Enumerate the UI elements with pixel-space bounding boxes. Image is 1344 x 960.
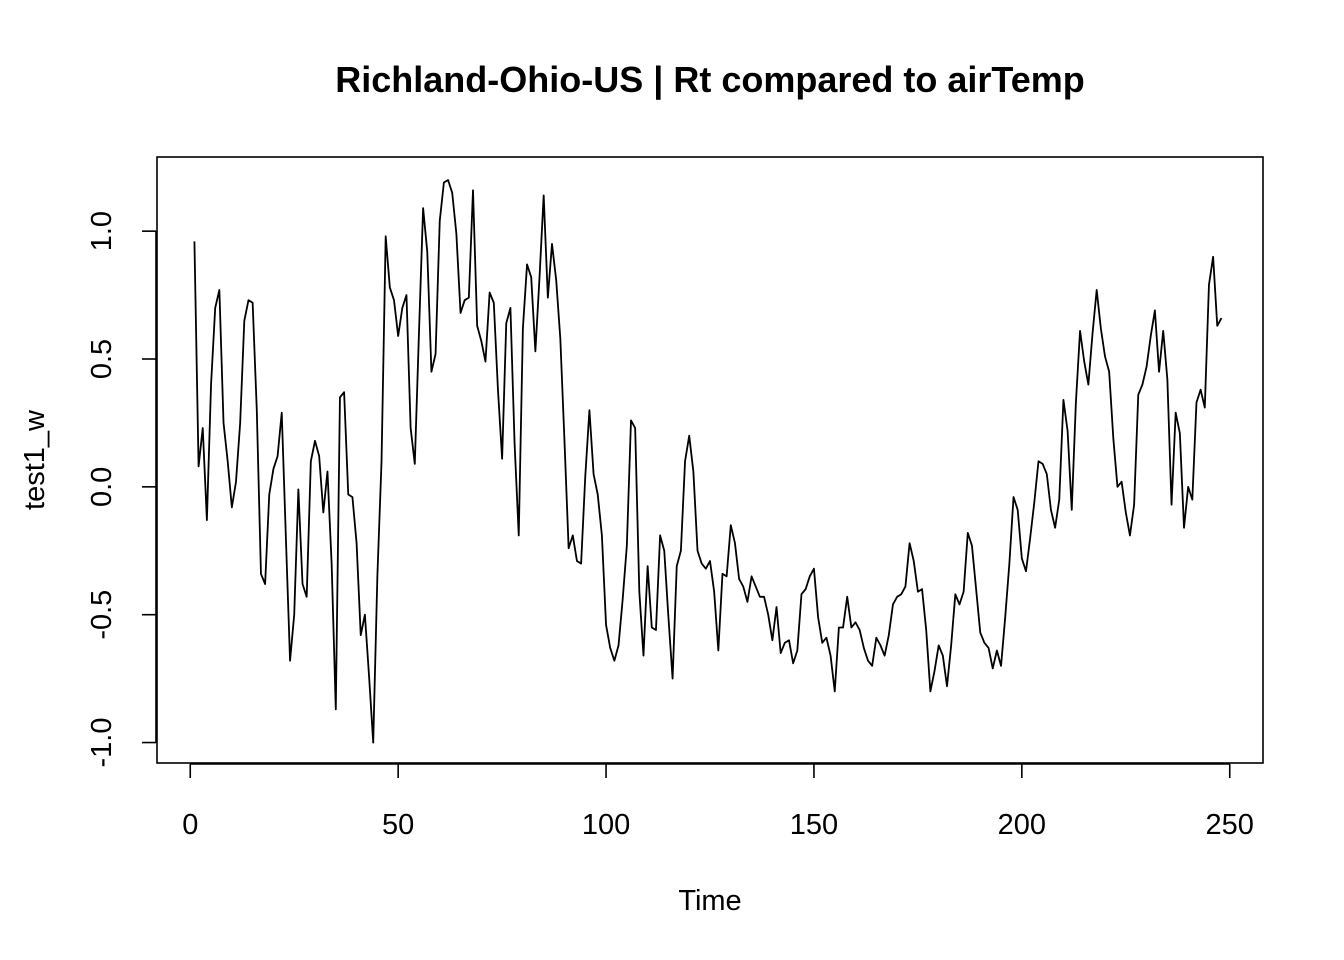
y-axis: -1.0 -0.5 0.0 0.5 1.0 xyxy=(86,211,156,768)
chart-title: Richland-Ohio-US | Rt compared to airTem… xyxy=(335,59,1084,101)
x-tick-label: 100 xyxy=(582,809,630,841)
x-tick-label: 200 xyxy=(998,809,1046,841)
y-tick-label: 0.0 xyxy=(86,467,118,507)
x-tick-label: 50 xyxy=(382,809,414,841)
x-axis: 0 50 100 150 200 250 xyxy=(182,764,1254,841)
x-tick-label: 0 xyxy=(182,809,198,841)
y-tick-label: 1.0 xyxy=(86,211,118,251)
y-tick-label: -1.0 xyxy=(86,718,118,768)
series-line-0 xyxy=(194,180,1221,743)
y-tick-label: -0.5 xyxy=(86,590,118,640)
plot-frame xyxy=(157,157,1263,763)
y-axis-label: test1_w xyxy=(19,409,51,510)
plot-area xyxy=(194,180,1221,743)
x-axis-label: Time xyxy=(678,885,741,917)
x-tick-label: 150 xyxy=(790,809,838,841)
y-tick-label: 0.5 xyxy=(86,339,118,379)
x-tick-label: 250 xyxy=(1206,809,1254,841)
